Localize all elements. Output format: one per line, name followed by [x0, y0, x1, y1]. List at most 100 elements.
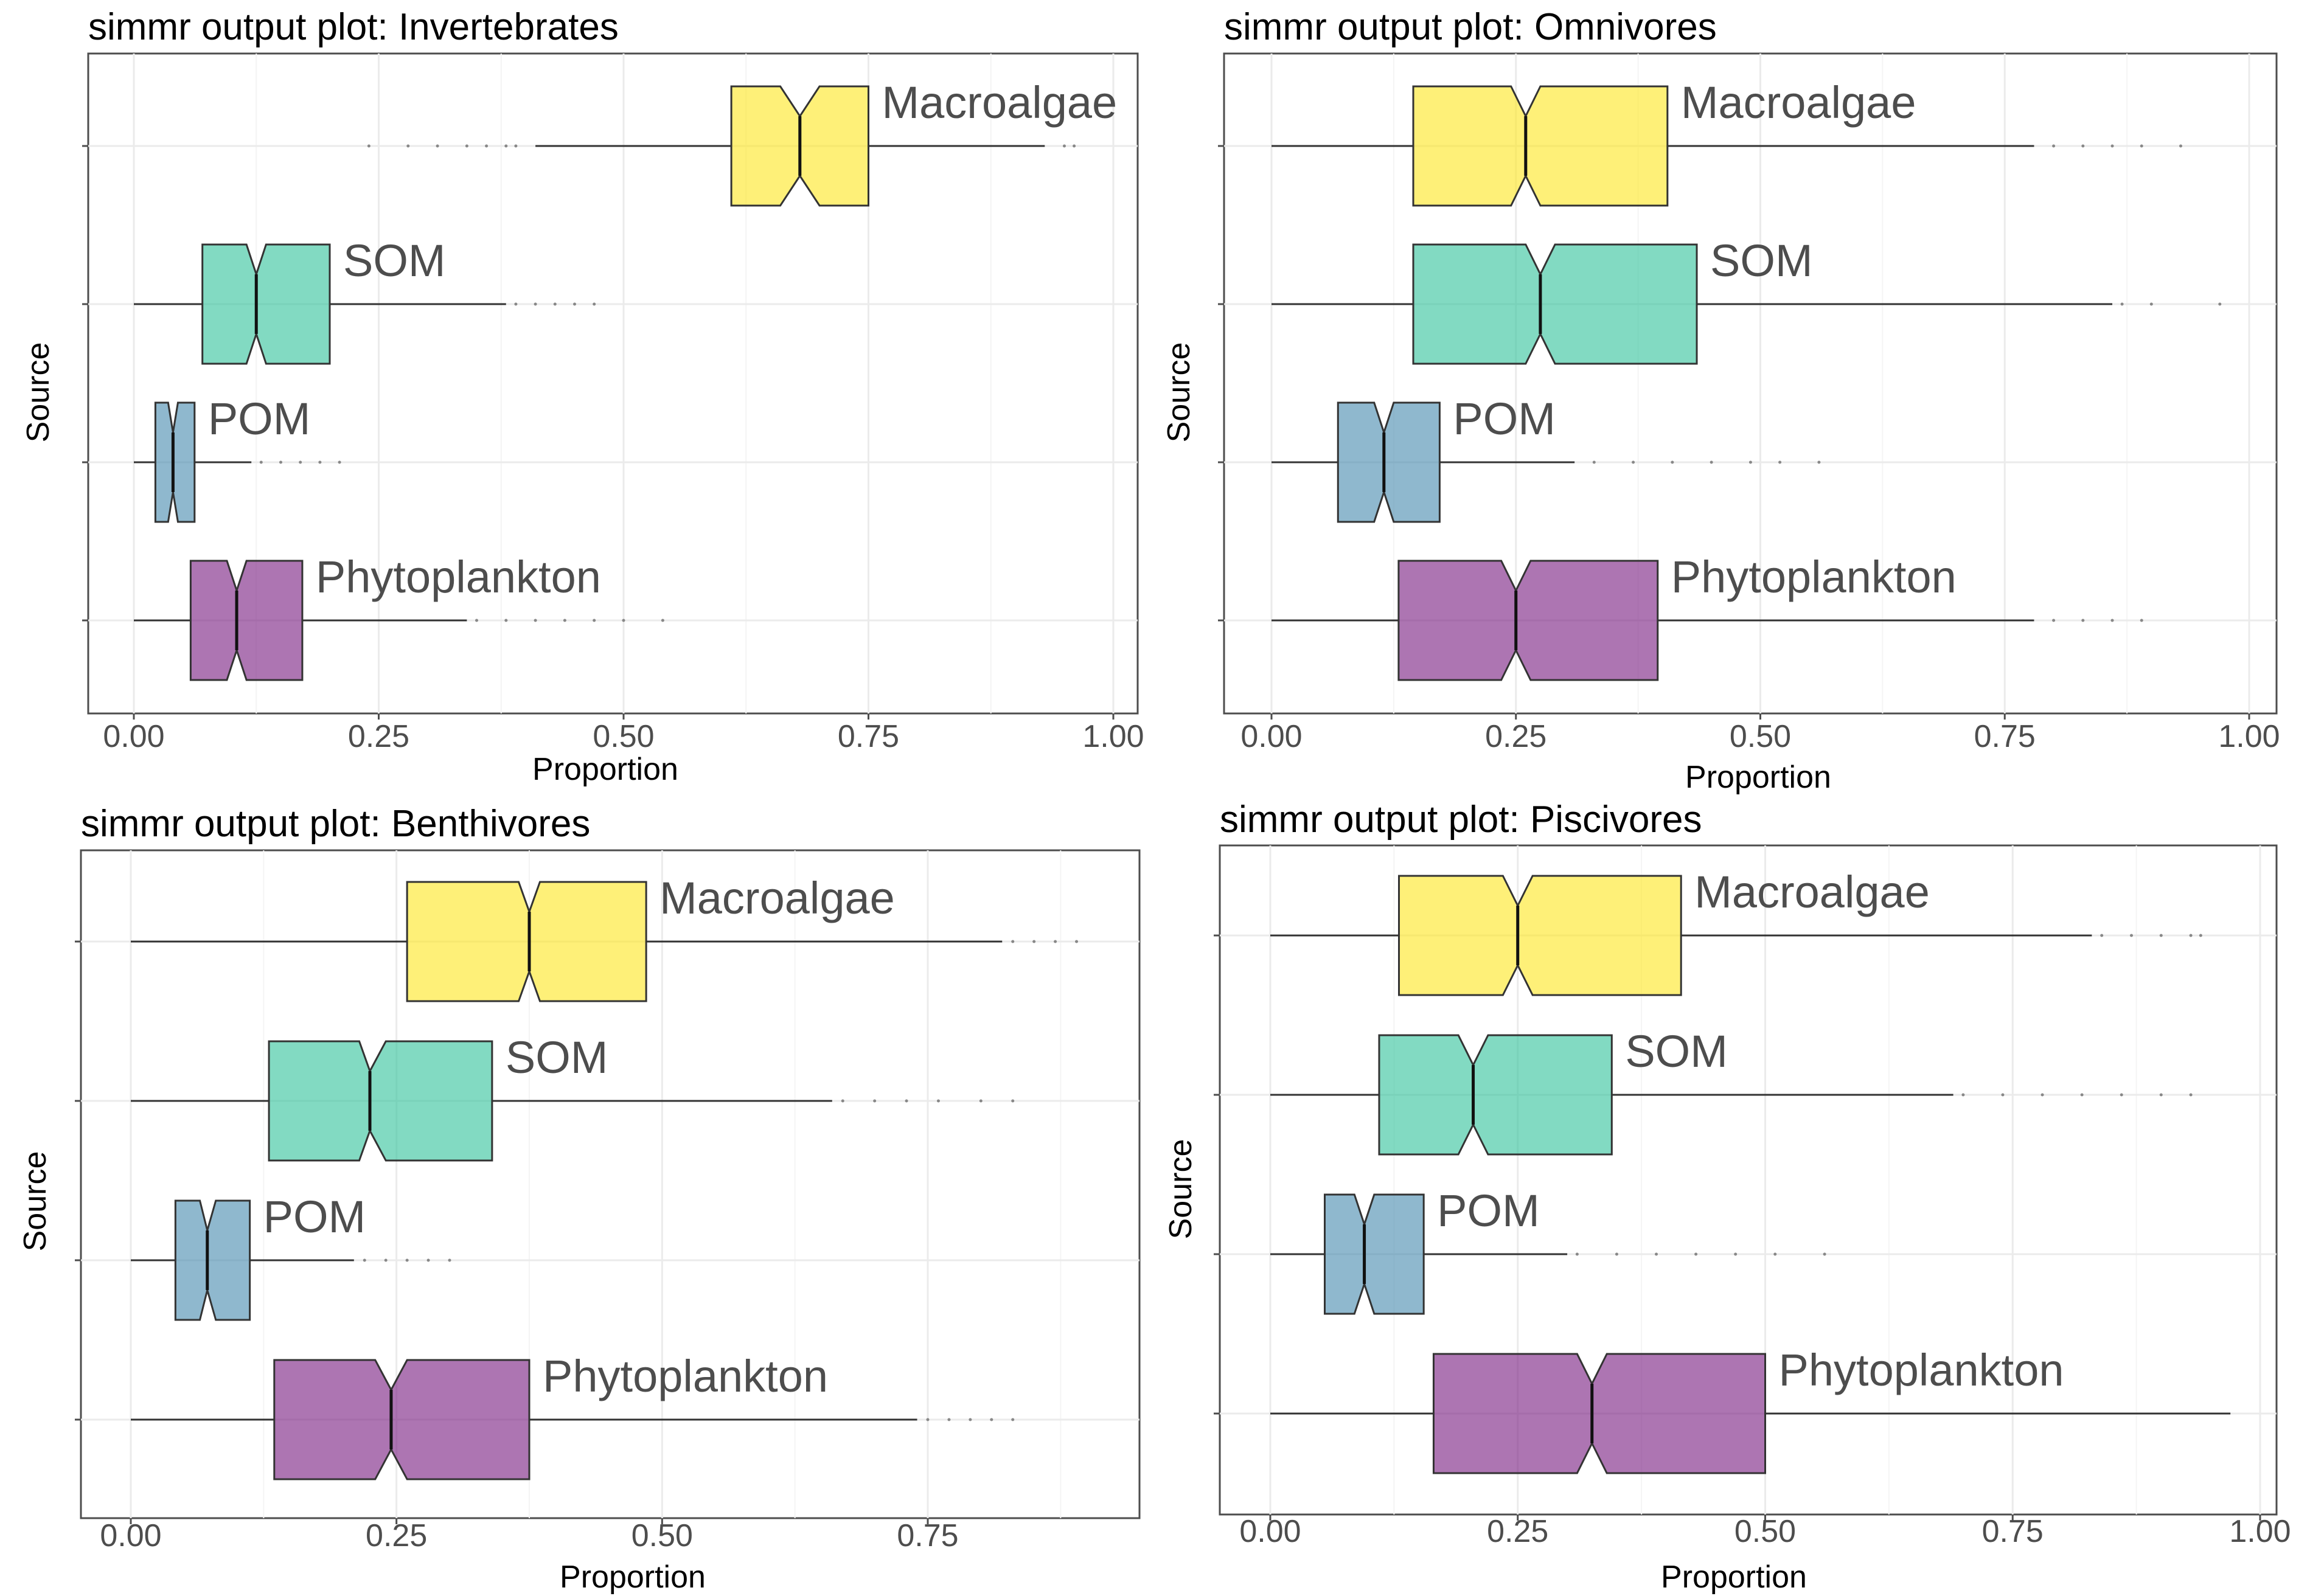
x-tick-label: 0.25	[1487, 1514, 1548, 1549]
source-label: Phytoplankton	[316, 552, 601, 602]
box-macroalgae: Macroalgae	[367, 77, 1118, 207]
source-label: Macroalgae	[1694, 867, 1930, 917]
source-label: Phytoplankton	[1671, 552, 1957, 602]
outlier-point	[318, 460, 322, 464]
box-body	[1412, 243, 1698, 365]
outlier-point	[1655, 1252, 1658, 1256]
box-phytoplankton: Phytoplankton	[1272, 552, 2143, 681]
outlier-point	[1011, 940, 1015, 943]
x-axis-label: Proportion	[1661, 1560, 1807, 1595]
outlier-point	[969, 1418, 972, 1421]
outlier-point	[1778, 460, 1782, 464]
x-tick-label: 0.75	[1974, 719, 2036, 754]
outlier-point	[1011, 1099, 1015, 1103]
source-label: SOM	[343, 235, 446, 286]
box-phytoplankton: Phytoplankton	[131, 1351, 1015, 1480]
outlier-point	[2052, 619, 2056, 622]
box-pom: POM	[131, 1192, 451, 1321]
boxes: Macroalgae SOM POM Phytoplankton	[134, 77, 1118, 681]
box-body	[1397, 560, 1659, 681]
outlier-point	[338, 460, 341, 464]
box-body	[1412, 85, 1669, 207]
outlier-point	[448, 1258, 451, 1262]
box-body	[1337, 401, 1441, 523]
x-ticks: 0.00 0.25 0.50 0.75 1.00	[1240, 713, 2280, 754]
source-label: POM	[263, 1192, 366, 1242]
outlier-point	[593, 302, 596, 306]
outlier-point	[465, 144, 468, 148]
x-tick-label: 0.00	[100, 1518, 161, 1553]
outlier-point	[2218, 302, 2222, 306]
source-label: Macroalgae	[1681, 77, 1916, 128]
outlier-point	[622, 619, 625, 622]
x-tick-label: 0.50	[593, 719, 654, 754]
box-pom: POM	[1270, 1185, 1826, 1315]
outlier-point	[2159, 1093, 2163, 1097]
outlier-point	[2189, 1093, 2193, 1097]
outlier-point	[534, 302, 537, 306]
outlier-point	[2189, 934, 2193, 937]
outlier-point	[2100, 934, 2104, 937]
y-axis-label: Source	[21, 342, 56, 443]
outlier-point	[2120, 302, 2124, 306]
gridlines	[82, 54, 1138, 713]
outlier-point	[504, 619, 508, 622]
outlier-point	[1671, 460, 1674, 464]
box-body	[201, 243, 331, 365]
box-som: SOM	[131, 1032, 1015, 1162]
panel-omnivores: simmr output plot: Omnivores Macroalgae S…	[1161, 6, 2280, 795]
x-tick-label: 0.00	[1240, 719, 1302, 754]
x-tick-label: 0.00	[103, 719, 164, 754]
outlier-point	[926, 1418, 930, 1421]
box-phytoplankton: Phytoplankton	[1270, 1345, 2231, 1474]
outlier-point	[1011, 1418, 1015, 1421]
box-pom: POM	[1272, 394, 1821, 523]
boxes: Macroalgae SOM POM Phytoplankton	[1272, 77, 2222, 681]
x-ticks: 0.00 0.25 0.50 0.75	[100, 1518, 959, 1553]
outlier-point	[514, 302, 518, 306]
outlier-point	[299, 460, 302, 464]
box-body	[406, 881, 647, 1002]
outlier-point	[2052, 144, 2056, 148]
source-label: POM	[208, 394, 311, 444]
box-som: SOM	[134, 235, 596, 365]
x-tick-label: 0.50	[1734, 1514, 1796, 1549]
box-macroalgae: Macroalgae	[1270, 867, 2202, 996]
outlier-point	[363, 1258, 366, 1262]
outlier-point	[936, 1099, 940, 1103]
x-tick-label: 0.50	[631, 1518, 693, 1553]
box-phytoplankton: Phytoplankton	[134, 552, 664, 681]
boxes: Macroalgae SOM POM Phytoplankton	[1270, 867, 2231, 1474]
outlier-point	[504, 144, 508, 148]
outlier-point	[553, 302, 557, 306]
outlier-point	[1575, 1252, 1579, 1256]
panel-piscivores: simmr output plot: Piscivores Macroalgae…	[1163, 799, 2291, 1595]
box-macroalgae: Macroalgae	[131, 873, 1079, 1002]
outlier-point	[2040, 1093, 2044, 1097]
box-body	[154, 401, 196, 523]
source-label: Macroalgae	[659, 873, 895, 923]
x-tick-label: 0.25	[348, 719, 409, 754]
outlier-point	[1773, 1252, 1777, 1256]
outlier-point	[2199, 934, 2202, 937]
source-label: Macroalgae	[882, 77, 1118, 128]
outlier-point	[1632, 460, 1635, 464]
x-tick-label: 0.25	[366, 1518, 427, 1553]
panel-benthivores: simmr output plot: Benthivores Macroalga…	[18, 803, 1141, 1595]
box-body	[189, 560, 304, 681]
x-tick-label: 1.00	[2229, 1514, 2291, 1549]
outlier-point	[1615, 1252, 1618, 1256]
panel-title: simmr output plot: Invertebrates	[88, 6, 619, 48]
source-label: Phytoplankton	[543, 1351, 828, 1401]
outlier-point	[947, 1418, 951, 1421]
outlier-point	[2081, 619, 2085, 622]
panel-title: simmr output plot: Benthivores	[81, 803, 590, 845]
panel-title: simmr output plot: Piscivores	[1220, 799, 1702, 841]
y-axis-label: Source	[1161, 342, 1197, 443]
box-som: SOM	[1270, 1026, 2193, 1156]
box-body	[268, 1040, 493, 1162]
outlier-point	[367, 144, 371, 148]
outlier-point	[2001, 1093, 2005, 1097]
source-label: SOM	[1625, 1026, 1728, 1077]
x-axis-label: Proportion	[1685, 760, 1831, 795]
